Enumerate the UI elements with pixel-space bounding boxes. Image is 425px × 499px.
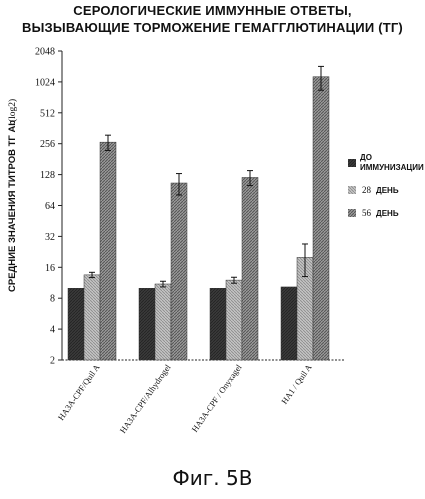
legend-label-pre-immunization-line2: ИММУНИЗАЦИИ — [360, 163, 424, 172]
bar-day-56 — [171, 183, 187, 360]
y-tick-label: 4 — [50, 325, 55, 336]
y-tick-label: 8 — [50, 294, 55, 305]
bar-day-28 — [155, 284, 171, 360]
legend-word-day-28: ДЕНЬ — [376, 186, 399, 195]
y-tick-label: 512 — [40, 108, 55, 119]
legend-swatch-day-56 — [348, 209, 356, 217]
bar-pre-immunization — [139, 288, 155, 360]
y-axis-unit: (log2) — [7, 99, 18, 122]
y-tick-label: 1024 — [35, 77, 55, 88]
legend-swatch-pre-immunization — [348, 159, 356, 167]
bar-day-28 — [226, 280, 242, 360]
category-labels: HA3A-CPF/Quil A HA3A-CPF/Alhydrogel HA3A-C… — [56, 362, 314, 435]
y-tick-label: 64 — [45, 201, 55, 212]
category-label: HA3A-CPF/Alhydrogel — [118, 362, 173, 435]
y-tick-label: 16 — [45, 263, 55, 274]
bar-pre-immunization — [281, 287, 297, 360]
legend-word-day-56: ДЕНЬ — [376, 209, 399, 218]
y-tick-label: 2 — [50, 356, 55, 367]
bar-day-56 — [100, 142, 116, 360]
bar-day-56 — [313, 77, 329, 360]
y-ticks: 2 4 8 16 32 64 128 256 512 1024 2048 — [35, 47, 62, 367]
category-label: HA1 / Quil A — [279, 362, 314, 406]
y-tick-label: 256 — [40, 139, 55, 150]
bar-pre-immunization — [68, 288, 84, 360]
y-tick-label: 2048 — [35, 47, 55, 58]
category-label: HA3A-CPF / Onyxagel — [189, 362, 244, 434]
legend-swatch-day-28 — [348, 186, 356, 194]
y-tick-label: 128 — [40, 170, 55, 181]
bars — [68, 66, 329, 360]
y-axis-label: СРЕДНИЕ ЗНАЧЕНИЯ ТИТРОВ ТГ Ab — [7, 120, 18, 292]
figure-caption: Фиг. 5B — [0, 466, 425, 490]
category-label: HA3A-CPF/Quil A — [56, 362, 102, 422]
legend-number-day-28: 28 — [362, 185, 372, 195]
y-tick-label: 32 — [45, 232, 55, 243]
legend: ДО ИММУНИЗАЦИИ 28 ДЕНЬ 56 ДЕНЬ — [348, 153, 424, 218]
bar-day-28 — [84, 275, 100, 360]
bar-day-56 — [242, 177, 258, 360]
legend-number-day-56: 56 — [362, 208, 372, 218]
legend-label-pre-immunization-line1: ДО — [360, 153, 372, 162]
bar-pre-immunization — [210, 288, 226, 360]
